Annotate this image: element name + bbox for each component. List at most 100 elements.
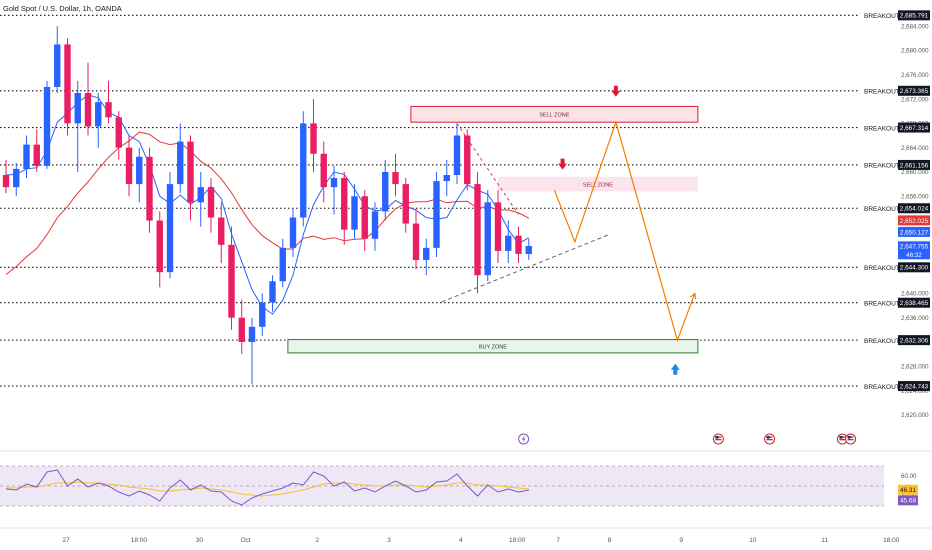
ma-price-text: 2,650.127 [900, 229, 929, 236]
level-tags: 2,685.791 2,673.365 2,667.314 2,661.156 2,65… [898, 10, 930, 392]
level-tag [898, 10, 930, 21]
last-price-text: 2,647.755 [900, 244, 929, 251]
fast-ma-line [5, 94, 530, 315]
candle-body [84, 93, 92, 127]
candle-body [402, 184, 409, 224]
price-tick: 2,636.000 [901, 315, 929, 322]
level-tag-text: 2,638.465 [900, 300, 929, 307]
trade-zones: SELL ZONE SELL ZONE BUY ZONE [287, 105, 699, 354]
zone-label: BUY ZONE [479, 344, 507, 350]
candle-body [238, 317, 245, 342]
candle-body [74, 93, 81, 124]
candle-body [392, 171, 399, 185]
breakout-label: BREAKOUT [864, 163, 900, 170]
candle-body [433, 181, 440, 248]
time-label: 8 [608, 537, 612, 544]
flag-stripe [847, 439, 854, 441]
level-tag-text: 2,632.306 [900, 338, 929, 345]
candle-body [382, 171, 389, 212]
candle-body [474, 184, 481, 276]
time-label: 2 [315, 537, 319, 544]
level-tag [898, 159, 930, 170]
candle-body [351, 196, 358, 230]
projection-overlay [441, 85, 697, 375]
time-label: Oct [240, 537, 250, 544]
flag-stripe [715, 439, 722, 441]
rsi-signal-text: 46.31 [900, 487, 916, 494]
zone-label: SELL ZONE [583, 182, 613, 188]
rsi-band [0, 466, 884, 506]
candle-body [228, 244, 235, 318]
candle-body [443, 174, 450, 182]
time-label: 3 [387, 537, 391, 544]
candle-body [166, 184, 174, 273]
candle-body [310, 123, 317, 154]
level-tag-text: 2,667.314 [900, 125, 929, 132]
breakout-label: BREAKOUT [864, 384, 900, 391]
candle-body [341, 178, 348, 230]
candle-body [125, 147, 133, 185]
time-label: 11 [821, 537, 828, 544]
event-icons[interactable] [518, 433, 857, 445]
level-tag [898, 297, 930, 308]
candle-body [279, 247, 286, 282]
candle-body [525, 246, 532, 254]
time-label: 27 [63, 537, 71, 544]
candle-body [197, 187, 204, 203]
candle-body [23, 144, 30, 169]
rsi-value-tag [898, 495, 918, 506]
support-trendline [441, 233, 611, 303]
flag-canton [847, 436, 851, 439]
level-tag [898, 335, 930, 346]
rsi-tick: 60.00 [901, 473, 917, 480]
time-label: 18:00 [131, 537, 148, 544]
breakout-label: BREAKOUT [864, 301, 900, 308]
last-price-tag [898, 241, 930, 260]
price-tick: 2,656.000 [901, 193, 929, 200]
breakout-label: BREAKOUT [864, 338, 900, 345]
candle-body [259, 302, 266, 327]
candle-body [115, 117, 122, 148]
time-label: 10 [749, 537, 757, 544]
candle-body [207, 187, 215, 218]
ma-price-tag [898, 226, 930, 237]
candle-body [320, 153, 327, 188]
price-tick: 2,620.000 [901, 412, 929, 419]
up-arrow-icon [670, 363, 680, 375]
level-tag-text: 2,685.791 [900, 13, 929, 20]
countdown-text: 46:32 [906, 252, 922, 259]
candle-body [330, 178, 338, 188]
candle-body [136, 156, 143, 185]
candle-body [453, 135, 461, 175]
candle-body [515, 235, 522, 254]
level-tag-text: 2,673.365 [900, 88, 929, 95]
rsi-signal-line [6, 481, 529, 497]
price-tick: 2,660.000 [901, 169, 929, 176]
time-axis[interactable]: 27 18:00 30 Oct 2 3 4 18:00 7 8 9 10 11 18:00 [0, 527, 932, 544]
flag-stripe [839, 439, 846, 441]
breakout-label: BREAKOUT [864, 125, 900, 132]
level-tag [898, 122, 930, 133]
candle-body [95, 102, 102, 127]
rsi-value-text: 45.68 [900, 498, 916, 505]
ma-price-text: 2,652.025 [900, 218, 929, 225]
candle-body [484, 202, 491, 276]
time-label: 30 [196, 537, 204, 544]
rsi-line [5, 469, 529, 506]
flag-stripe [766, 439, 773, 441]
price-tick: 2,676.000 [901, 72, 929, 79]
symbol-title: Gold Spot / U.S. Dollar, 1h, OANDA [3, 4, 122, 13]
candle-body [494, 202, 502, 251]
zone-box [410, 105, 699, 123]
level-tag-text: 2,644.300 [900, 265, 929, 272]
level-tag [898, 262, 930, 273]
candle-body [13, 168, 20, 188]
time-label: 18:00 [883, 537, 900, 544]
candle-body [54, 44, 61, 87]
level-tag-text: 2,661.156 [900, 162, 929, 169]
candle-body [289, 217, 297, 248]
candle-body [269, 281, 276, 303]
moving-averages [5, 94, 530, 315]
